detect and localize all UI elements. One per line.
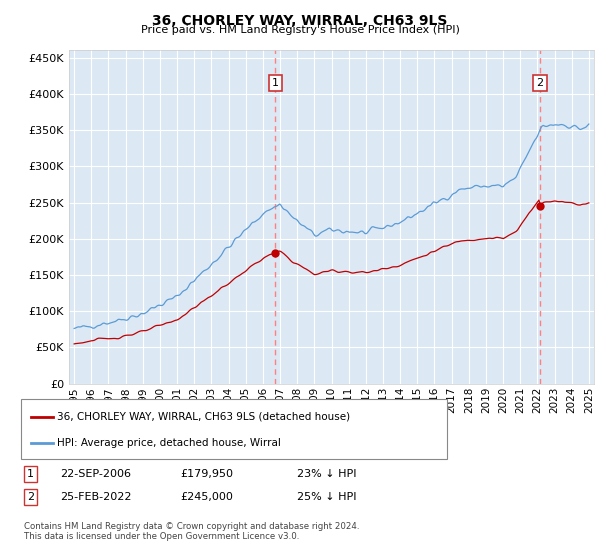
Text: 1: 1 (27, 469, 34, 479)
Text: Price paid vs. HM Land Registry's House Price Index (HPI): Price paid vs. HM Land Registry's House … (140, 25, 460, 35)
Text: 1: 1 (272, 78, 279, 88)
Text: 2: 2 (27, 492, 34, 502)
Text: 36, CHORLEY WAY, WIRRAL, CH63 9LS: 36, CHORLEY WAY, WIRRAL, CH63 9LS (152, 14, 448, 28)
Text: 25% ↓ HPI: 25% ↓ HPI (297, 492, 356, 502)
Text: Contains HM Land Registry data © Crown copyright and database right 2024.
This d: Contains HM Land Registry data © Crown c… (24, 522, 359, 542)
Text: £245,000: £245,000 (180, 492, 233, 502)
Text: 2: 2 (536, 78, 544, 88)
Text: 22-SEP-2006: 22-SEP-2006 (60, 469, 131, 479)
Text: 25-FEB-2022: 25-FEB-2022 (60, 492, 131, 502)
Text: 36, CHORLEY WAY, WIRRAL, CH63 9LS (detached house): 36, CHORLEY WAY, WIRRAL, CH63 9LS (detac… (57, 412, 350, 422)
Text: £179,950: £179,950 (180, 469, 233, 479)
Text: 23% ↓ HPI: 23% ↓ HPI (297, 469, 356, 479)
Text: HPI: Average price, detached house, Wirral: HPI: Average price, detached house, Wirr… (57, 438, 281, 447)
